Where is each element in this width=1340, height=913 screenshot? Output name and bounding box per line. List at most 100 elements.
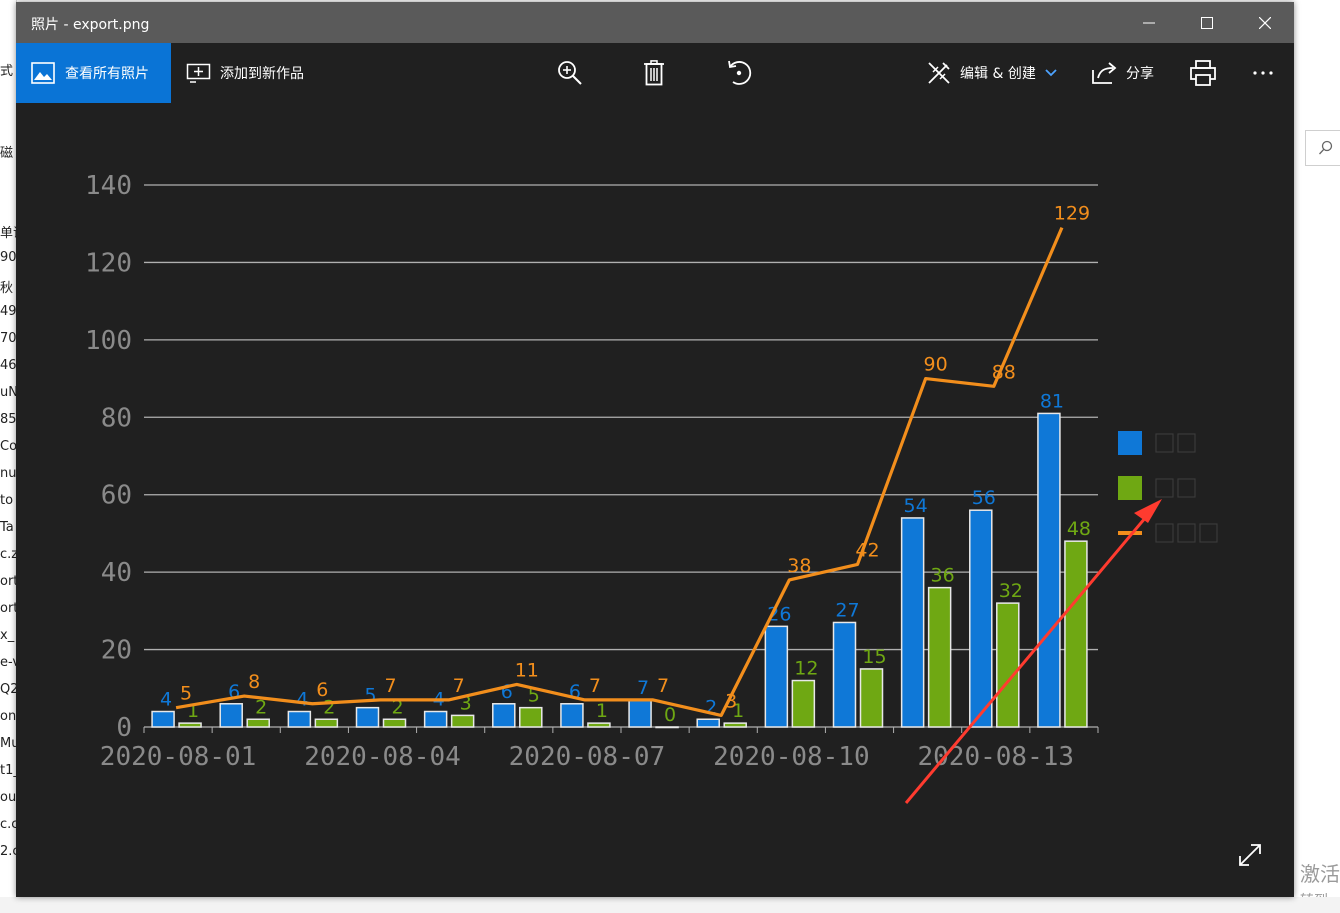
y-tick-label: 20 <box>101 636 132 666</box>
background-text-fragment: c.z <box>0 547 17 562</box>
bar <box>696 718 720 728</box>
bar-data-label: 4 <box>160 689 172 711</box>
background-text-fragment: 85 <box>0 412 17 427</box>
y-tick-label: 100 <box>85 326 132 356</box>
background-text-fragment: 90 <box>0 250 17 265</box>
close-button[interactable] <box>1236 2 1294 43</box>
bar <box>519 706 543 728</box>
bar <box>287 710 312 728</box>
background-search-box[interactable] <box>1305 130 1340 166</box>
background-text-fragment: to <box>0 493 14 508</box>
bar <box>832 621 857 728</box>
zoom-in-button[interactable] <box>554 43 586 103</box>
background-text-fragment: 46 <box>0 358 17 373</box>
legend-swatch <box>1118 431 1142 455</box>
bar-data-label: 1 <box>732 700 744 722</box>
bar <box>900 517 925 728</box>
share-button[interactable]: 分享 <box>1092 43 1154 103</box>
background-text-fragment: t1_ <box>0 763 16 778</box>
line-data-label: 7 <box>589 675 601 697</box>
background-text-fragment: c.c <box>0 817 17 832</box>
title-bar: 照片 - export.png <box>16 2 1294 43</box>
legend-label-box <box>1177 523 1196 543</box>
bar <box>151 710 175 728</box>
search-icon <box>1319 140 1333 155</box>
background-text-fragment: 70 <box>0 331 17 346</box>
annotation-arrow-head <box>1134 499 1162 523</box>
share-label: 分享 <box>1126 66 1154 82</box>
bar <box>996 602 1020 728</box>
bar-data-label: 7 <box>637 677 649 699</box>
background-text-fragment: ou_ <box>0 790 17 805</box>
bar <box>355 706 380 728</box>
bar-data-label: 32 <box>999 580 1023 602</box>
photo-icon <box>31 62 55 84</box>
add-to-creation-button[interactable]: 添加到新作品 <box>186 43 304 103</box>
minimize-button[interactable] <box>1120 2 1178 43</box>
bar <box>314 718 339 728</box>
x-tick-label: 2020-08-07 <box>509 742 666 772</box>
line-data-label: 3 <box>725 690 737 712</box>
more-button[interactable] <box>1251 43 1275 103</box>
edit-create-label: 编辑 & 创建 <box>960 66 1036 82</box>
y-tick-label: 40 <box>101 558 132 588</box>
background-text-fragment: uN <box>0 385 17 400</box>
background-text-fragment: ort <box>0 574 17 589</box>
bar-data-label: 12 <box>794 658 818 680</box>
delete-button[interactable] <box>640 43 668 103</box>
line-data-label: 6 <box>316 679 328 701</box>
y-tick-label: 120 <box>85 248 132 278</box>
bar-data-label: 36 <box>931 565 955 587</box>
y-tick-label: 140 <box>85 171 132 201</box>
background-text-fragment: nu <box>0 466 17 481</box>
bar <box>628 699 652 728</box>
close-icon <box>1259 16 1271 29</box>
full-screen-button[interactable] <box>1234 839 1266 871</box>
bar-data-label: 56 <box>972 487 996 509</box>
print-icon <box>1190 60 1216 86</box>
bar-data-label: 81 <box>1040 390 1064 412</box>
more-icon <box>1253 71 1273 75</box>
background-text-fragment: 49 <box>0 304 17 319</box>
y-tick-label: 0 <box>116 713 132 743</box>
bar <box>1064 540 1088 728</box>
see-all-photos-button[interactable]: 查看所有照片 <box>16 43 171 103</box>
photos-window: 照片 - export.png 查看所有照片 添加到新作品 <box>16 2 1294 897</box>
line-data-label: 129 <box>1054 203 1090 225</box>
edit-create-button[interactable]: 编辑 & 创建 <box>926 43 1057 103</box>
line-data-label: 7 <box>384 675 396 697</box>
legend-label-box <box>1177 478 1196 498</box>
bar <box>219 703 243 728</box>
maximize-button[interactable] <box>1178 2 1236 43</box>
bar <box>859 668 884 728</box>
bar <box>655 726 679 729</box>
chevron-down-icon <box>1045 69 1057 77</box>
rotate-button[interactable] <box>724 43 754 103</box>
x-tick-label: 2020-08-10 <box>713 742 870 772</box>
activation-watermark-line1: 激活 <box>1300 862 1340 886</box>
background-text-fragment: Co <box>0 439 17 454</box>
y-tick-label: 80 <box>101 403 132 433</box>
legend-label-box <box>1155 478 1174 498</box>
maximize-icon <box>1201 16 1213 29</box>
bar <box>492 703 516 728</box>
bar <box>723 722 747 728</box>
bar-data-label: 5 <box>364 685 376 707</box>
add-to-creation-icon <box>186 63 211 83</box>
bar <box>927 586 952 728</box>
image-canvas: 0 20 40 60 80 100 120 140 2020-08-01 2020-08-04 20… <box>16 103 1294 897</box>
expand-icon <box>1239 844 1261 866</box>
legend-label-box <box>1155 433 1174 453</box>
background-text-fragment: 式 <box>0 64 14 79</box>
background-text-fragment: Ta <box>0 520 14 535</box>
bar-data-label: 1 <box>596 700 608 722</box>
background-app-panel: 式磁单证 90 秋 49 70 46 uN 85 Co nu to Ta c.z ort ort. x_ e-v… <box>0 0 17 913</box>
window-title: 照片 - export.png <box>31 17 150 33</box>
bar <box>450 714 475 728</box>
line-data-label: 11 <box>515 659 539 681</box>
print-button[interactable] <box>1188 43 1218 103</box>
background-text-fragment: e-v <box>0 655 16 670</box>
bar-data-label: 48 <box>1067 518 1091 540</box>
legend-label-box <box>1155 523 1174 543</box>
bar <box>791 679 816 728</box>
